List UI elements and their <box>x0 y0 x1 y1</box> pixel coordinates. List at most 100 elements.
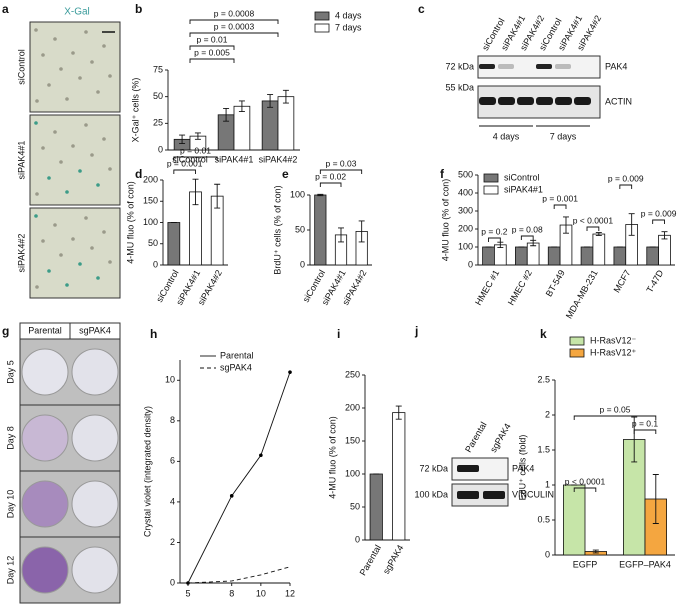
panel-letter: f <box>440 167 445 181</box>
y-tick-label: 0 <box>300 259 305 269</box>
panel-letter: d <box>135 167 142 181</box>
significance-bracket <box>189 58 235 63</box>
x-tick-label: 12 <box>285 588 295 598</box>
y-tick-label: 300 <box>458 205 473 215</box>
micrograph <box>29 21 121 113</box>
error-bar <box>595 232 602 236</box>
error-bar <box>497 241 504 248</box>
row-label: Day 5 <box>5 360 15 384</box>
y-tick-label: 10 <box>165 375 175 385</box>
band <box>479 64 495 69</box>
legend-label: siControl <box>504 172 540 182</box>
y-axis-label: 4-MU fluo (% of con) <box>125 181 135 264</box>
p-value: p = 0.1 <box>632 418 659 428</box>
y-tick-label: 2.5 <box>537 374 550 384</box>
y-axis-label: Crystal violet (integrated density) <box>142 406 152 537</box>
panel-letter: a <box>2 2 9 16</box>
y-tick-label: 400 <box>458 187 473 197</box>
y-tick-label: 4 <box>170 496 175 506</box>
p-value: p = 0.005 <box>194 47 230 57</box>
significance-bracket <box>573 487 597 492</box>
y-tick-label: 200 <box>345 402 360 412</box>
error-bar <box>317 193 324 197</box>
band <box>574 97 591 105</box>
cell <box>102 230 106 234</box>
y-tick-label: 500 <box>458 169 473 179</box>
cell <box>78 76 82 80</box>
bar <box>646 246 659 266</box>
y-tick-label: 1 <box>545 479 550 489</box>
cell <box>41 239 45 243</box>
well <box>21 546 69 594</box>
row-label: Day 8 <box>5 426 15 450</box>
x-tick-label: 8 <box>229 588 234 598</box>
cell <box>84 123 88 127</box>
y-tick-label: 200 <box>458 223 473 233</box>
error-bar <box>530 239 537 247</box>
error-bar <box>238 100 245 113</box>
p-value: p < 0.0001 <box>565 476 606 486</box>
bar <box>233 105 251 151</box>
cell <box>90 153 94 157</box>
significance-bracket <box>173 156 218 161</box>
band-label: ACTIN <box>605 96 632 106</box>
cell <box>47 83 51 87</box>
well <box>71 546 119 594</box>
y-tick-label: 2 <box>170 537 175 547</box>
cell <box>34 214 38 218</box>
cell <box>71 51 75 55</box>
y-tick-label: 50 <box>153 91 163 101</box>
error-bar <box>661 231 668 240</box>
legend-swatch <box>483 185 499 195</box>
y-tick-label: 50 <box>350 501 360 511</box>
significance-bracket <box>573 415 657 420</box>
line <box>187 566 291 584</box>
row-label: siControl <box>16 49 26 85</box>
cell <box>65 190 69 194</box>
panel-letter: k <box>540 327 547 341</box>
error-bar <box>282 89 289 104</box>
bar <box>261 100 279 151</box>
cell <box>78 262 82 266</box>
cell <box>53 223 57 227</box>
blot <box>451 457 509 481</box>
band <box>498 64 514 69</box>
y-tick-label: 1.5 <box>537 444 550 454</box>
panel-letter: e <box>282 167 289 181</box>
cell <box>41 146 45 150</box>
cell <box>53 130 57 134</box>
error-bar <box>395 405 402 420</box>
error-bar <box>192 178 199 206</box>
y-tick-label: 200 <box>143 174 158 184</box>
bar <box>658 234 671 266</box>
error-bar <box>628 213 635 236</box>
cell <box>59 160 63 164</box>
x-tick-label: MDA-MB-231 <box>564 268 600 320</box>
band-label: VINCULIN <box>512 489 554 499</box>
band <box>555 97 572 105</box>
p-value: p = 0.01 <box>197 34 228 44</box>
band <box>457 465 479 472</box>
legend-label: 7 days <box>335 22 362 32</box>
group-label: 4 days <box>493 131 520 141</box>
p-value: p = 0.03 <box>326 158 357 168</box>
well <box>71 414 119 462</box>
bar <box>515 246 528 266</box>
legend-swatch <box>569 348 585 358</box>
cell <box>102 44 106 48</box>
well <box>21 480 69 528</box>
legend-label: H-RasV12⁺ <box>590 347 637 357</box>
legend-label: sgPAK4 <box>220 362 252 372</box>
band-label: PAK4 <box>605 61 627 71</box>
cell <box>102 137 106 141</box>
bar <box>392 412 406 541</box>
marker-label: 72 kDa <box>445 61 474 71</box>
y-tick-label: 150 <box>345 435 360 445</box>
x-tick-label: HMEC #2 <box>506 268 534 307</box>
well <box>71 480 119 528</box>
band <box>498 97 515 105</box>
bar <box>613 246 627 266</box>
x-tick-label: siPAK4#1 <box>215 154 254 164</box>
cell <box>78 169 82 173</box>
bar <box>369 473 383 541</box>
